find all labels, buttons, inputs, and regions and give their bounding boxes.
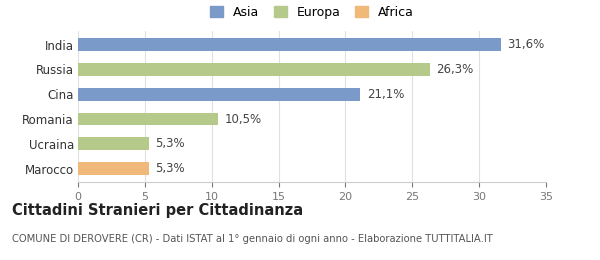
Text: 10,5%: 10,5% bbox=[225, 113, 262, 126]
Bar bbox=[78, 162, 149, 175]
Text: 26,3%: 26,3% bbox=[436, 63, 473, 76]
Bar bbox=[78, 88, 360, 101]
Text: 5,3%: 5,3% bbox=[155, 162, 185, 175]
Bar bbox=[78, 137, 149, 150]
Text: Cittadini Stranieri per Cittadinanza: Cittadini Stranieri per Cittadinanza bbox=[12, 203, 303, 218]
Text: 5,3%: 5,3% bbox=[155, 137, 185, 150]
Legend: Asia, Europa, Africa: Asia, Europa, Africa bbox=[210, 6, 414, 19]
Text: COMUNE DI DEROVERE (CR) - Dati ISTAT al 1° gennaio di ogni anno - Elaborazione T: COMUNE DI DEROVERE (CR) - Dati ISTAT al … bbox=[12, 234, 493, 244]
Bar bbox=[78, 113, 218, 126]
Text: 21,1%: 21,1% bbox=[367, 88, 404, 101]
Bar bbox=[78, 63, 430, 76]
Bar bbox=[78, 38, 500, 51]
Text: 31,6%: 31,6% bbox=[507, 38, 544, 51]
